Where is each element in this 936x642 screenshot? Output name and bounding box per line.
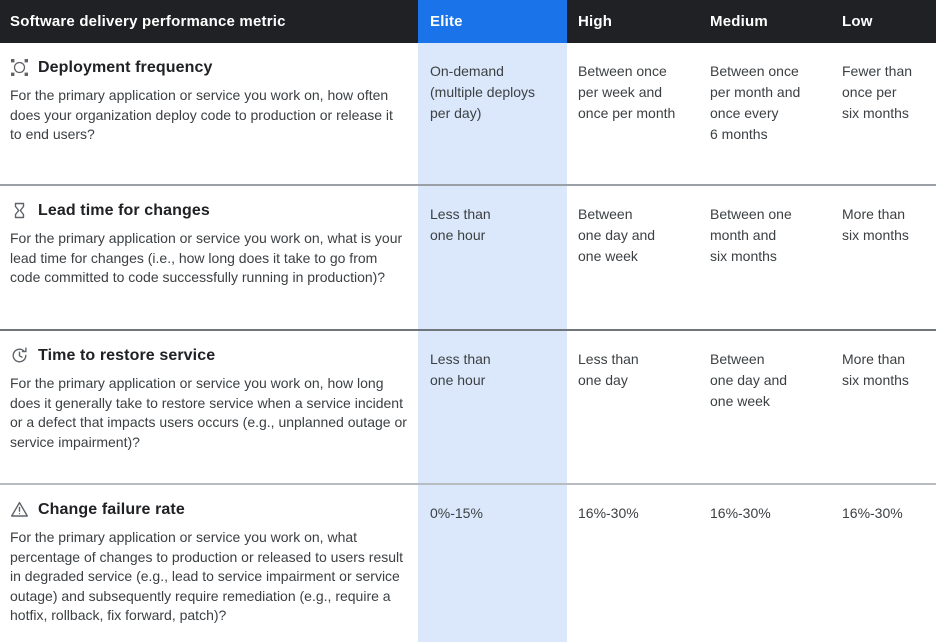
value-cell-low: 16%-30% — [842, 505, 903, 521]
metric-cell: Lead time for changes For the primary ap… — [0, 186, 418, 329]
warning-icon — [10, 500, 29, 519]
metric-cell: Change failure rate For the primary appl… — [0, 485, 418, 642]
metric-title: Time to restore service — [38, 346, 216, 364]
table-row: Change failure rate For the primary appl… — [0, 483, 936, 642]
deployment-frequency-icon — [10, 58, 29, 77]
metric-title: Lead time for changes — [38, 201, 210, 219]
column-header-metric: Software delivery performance metric — [0, 0, 418, 43]
value-cell-medium: Between one day and one week — [710, 351, 788, 409]
column-header-medium: Medium — [699, 0, 831, 43]
metric-title: Deployment frequency — [38, 58, 213, 76]
value-cell-medium: Between once per month and once every 6 … — [710, 63, 801, 142]
value-cell-elite: Less than one hour — [418, 186, 567, 329]
value-cell-high: Between one day and one week — [578, 206, 656, 264]
table-header-row: Software delivery performance metric Eli… — [0, 0, 936, 43]
restore-clock-icon — [10, 346, 29, 365]
value-cell-medium: Between one month and six months — [710, 206, 792, 264]
metric-cell: Deployment frequency For the primary app… — [0, 43, 418, 184]
value-cell-medium: 16%-30% — [710, 505, 771, 521]
column-header-low: Low — [831, 0, 936, 43]
value-cell-high: Between once per week and once per month — [578, 63, 676, 121]
value-cell-low: More than six months — [842, 351, 909, 388]
table-row: Deployment frequency For the primary app… — [0, 43, 936, 184]
metric-description: For the primary application or service y… — [10, 529, 404, 624]
metric-cell: Time to restore service For the primary … — [0, 331, 418, 483]
metric-title: Change failure rate — [38, 500, 185, 518]
metric-description: For the primary application or service y… — [10, 375, 407, 450]
metric-description: For the primary application or service y… — [10, 230, 403, 286]
column-header-high: High — [567, 0, 699, 43]
column-header-elite: Elite — [418, 0, 567, 43]
metric-description: For the primary application or service y… — [10, 87, 393, 143]
value-cell-elite: On-demand (multiple deploys per day) — [418, 43, 567, 184]
value-cell-high: 16%-30% — [578, 505, 639, 521]
value-cell-low: More than six months — [842, 206, 909, 243]
value-cell-low: Fewer than once per six months — [842, 63, 913, 121]
table-row: Time to restore service For the primary … — [0, 329, 936, 483]
value-cell-elite: 0%-15% — [418, 485, 567, 642]
table-row: Lead time for changes For the primary ap… — [0, 184, 936, 329]
hourglass-icon — [10, 201, 29, 220]
value-cell-elite: Less than one hour — [418, 331, 567, 483]
value-cell-high: Less than one day — [578, 351, 639, 388]
